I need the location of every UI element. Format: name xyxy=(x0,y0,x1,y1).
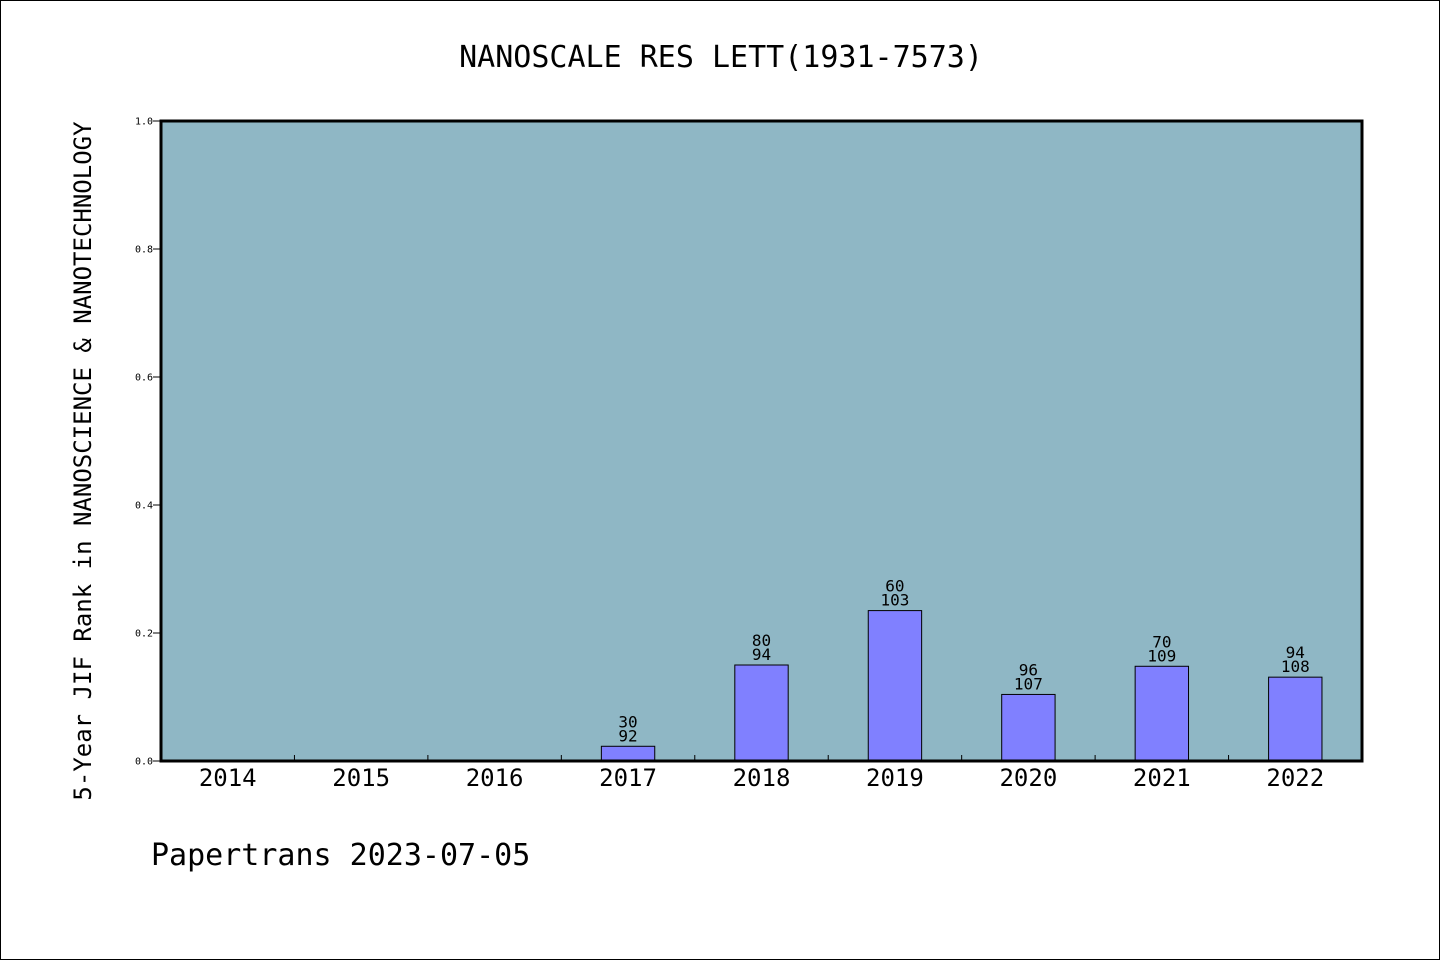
bar-rank-label: 80 xyxy=(752,631,771,650)
bar-total-label: 94 xyxy=(752,645,771,664)
bar-total-label: 108 xyxy=(1281,657,1310,676)
bar xyxy=(867,610,923,762)
footer-credit: Papertrans 2023-07-05 xyxy=(151,838,530,873)
x-tick-label: 2021 xyxy=(1133,764,1191,792)
bar-rank-label: 60 xyxy=(885,577,904,596)
x-tick-label: 2017 xyxy=(599,764,657,792)
bar xyxy=(734,664,789,762)
y-tick-label: 0.4 xyxy=(135,501,153,512)
y-tick-label: 0.0 xyxy=(135,757,153,768)
x-tick-label: 2022 xyxy=(1266,764,1324,792)
y-tick-label: 0.6 xyxy=(135,373,153,384)
plot-border xyxy=(159,119,1364,763)
y-tick-label: 0.2 xyxy=(135,629,153,640)
bar xyxy=(1001,693,1056,762)
x-tick-label: 2019 xyxy=(866,764,924,792)
bar-rank-label: 96 xyxy=(1019,660,1038,679)
bar xyxy=(600,745,656,762)
bar-total-label: 103 xyxy=(880,591,909,610)
axes: 2014 2015 2016 2017 2018 2019 2020 2021 2022 0.0 0… xyxy=(135,117,1324,793)
bar-rank-label: 70 xyxy=(1152,632,1171,651)
y-tick-label: 0.8 xyxy=(135,245,153,256)
bar-total-label: 107 xyxy=(1014,674,1043,693)
y-tick-label: 1.0 xyxy=(135,117,153,128)
x-tick-label: 2015 xyxy=(332,764,390,792)
x-tick-label: 2014 xyxy=(199,764,257,792)
x-tick-label: 2018 xyxy=(733,764,791,792)
bar xyxy=(1268,676,1323,762)
x-tick-label: 2016 xyxy=(466,764,524,792)
bar xyxy=(1134,665,1190,762)
chart-title: NANOSCALE RES LETT(1931-7573) xyxy=(459,40,983,75)
bar-total-label: 109 xyxy=(1147,646,1176,665)
bar-rank-label: 30 xyxy=(618,712,637,731)
bar-total-label: 92 xyxy=(618,726,637,745)
plot-area xyxy=(161,121,1362,761)
x-tick-label: 2020 xyxy=(999,764,1057,792)
y-axis-label: 5-Year JIF Rank in NANOSCIENCE & NANOTEC… xyxy=(69,121,97,801)
bar-rank-label: 94 xyxy=(1286,643,1305,662)
